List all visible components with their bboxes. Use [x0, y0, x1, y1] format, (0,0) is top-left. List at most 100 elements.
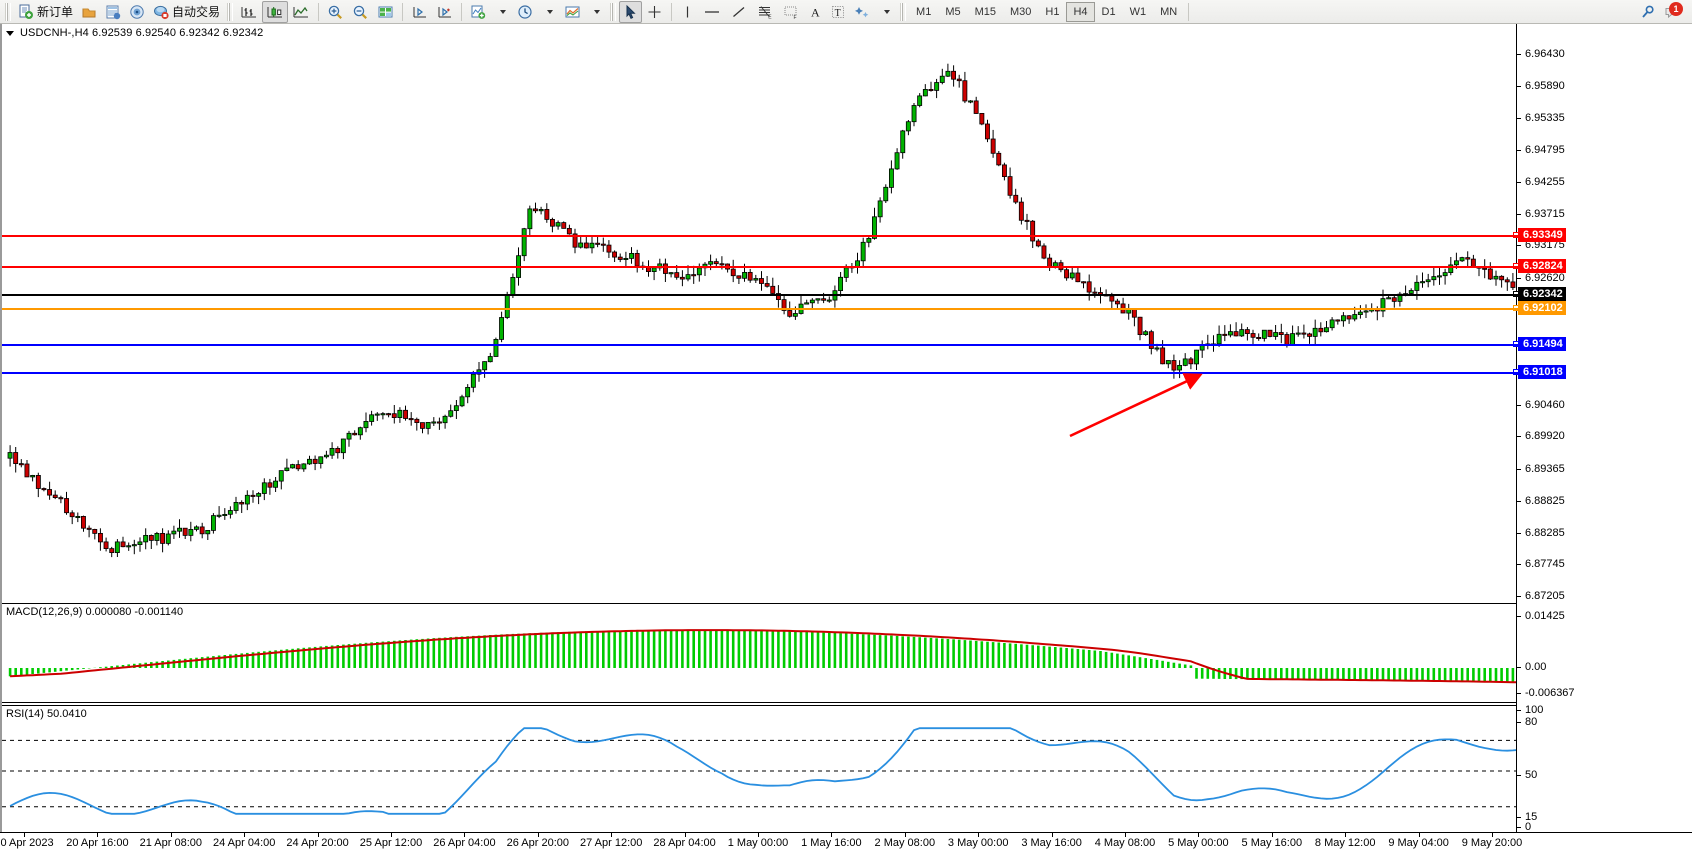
zoom-out-button[interactable]: [348, 1, 373, 23]
axis-tick: [1517, 817, 1521, 818]
time-tick: [904, 833, 906, 837]
price-tick-label: 6.89365: [1525, 463, 1565, 476]
axis-label: 0: [1525, 821, 1532, 833]
shift-end-icon: [438, 6, 452, 17]
line-chart-icon: [293, 6, 309, 17]
price-tag-current-price[interactable]: 6.92342: [1518, 287, 1566, 302]
market-watch-button[interactable]: [101, 1, 125, 23]
navigator-icon: [130, 4, 144, 19]
chart-window: USDCNH-,H4 6.92539 6.92540 6.92342 6.923…: [0, 24, 1692, 856]
chart-canvas[interactable]: USDCNH-,H4 6.92539 6.92540 6.92342 6.923…: [0, 24, 1518, 832]
timeframe-m15[interactable]: M15: [974, 5, 996, 18]
time-tick: [611, 833, 613, 837]
toolbar-grip-3[interactable]: [610, 2, 617, 21]
svg-text:E: E: [768, 14, 772, 19]
time-tick-label: 21 Apr 08:00: [139, 837, 202, 849]
time-tick-label: 8 May 12:00: [1314, 837, 1376, 849]
vertical-line-button[interactable]: [676, 1, 698, 23]
timeframe-m1[interactable]: M1: [916, 5, 932, 18]
timeframe-mn[interactable]: MN: [1160, 5, 1178, 18]
price-tick: [1517, 277, 1521, 279]
search-button[interactable]: [1636, 1, 1660, 23]
candlestick-chart-button[interactable]: [262, 0, 289, 23]
period-dropdown[interactable]: [538, 1, 560, 23]
timeframe-w1[interactable]: W1: [1129, 5, 1147, 18]
templates-button[interactable]: [560, 1, 585, 23]
toolbar-grip-4[interactable]: [900, 2, 907, 21]
navigator-button[interactable]: [125, 1, 149, 23]
profiles-icon: [82, 8, 96, 17]
timeframe-h4[interactable]: H4: [1066, 1, 1095, 22]
toolbar-grip-2[interactable]: [227, 2, 234, 21]
time-tick: [978, 833, 980, 837]
price-tag-pivot[interactable]: 6.92102: [1518, 301, 1566, 316]
time-tick: [831, 833, 833, 837]
chart-menu-icon[interactable]: [6, 30, 14, 36]
period-button[interactable]: [513, 1, 538, 23]
price-tick-label: 6.95890: [1525, 79, 1565, 92]
time-axis[interactable]: 20 Apr 2023 20 Apr 16:00 21 Apr 08:00 24 Ap…: [0, 832, 1692, 856]
bar-chart-button[interactable]: [236, 1, 262, 23]
shapes-button[interactable]: [850, 1, 875, 23]
symbol-header: USDCNH-,H4 6.92539 6.92540 6.92342 6.923…: [4, 26, 263, 40]
time-tick-label: 27 Apr 12:00: [579, 837, 643, 849]
notifications-button[interactable]: 1: [1660, 1, 1686, 23]
shift-end-button[interactable]: [432, 1, 457, 23]
auto-trading-button[interactable]: 自动交易: [149, 1, 224, 23]
profiles-button[interactable]: [77, 1, 101, 23]
price-tick-label: 6.95335: [1525, 112, 1565, 125]
price-pane[interactable]: [2, 24, 1518, 602]
indicators-button[interactable]: [466, 1, 491, 23]
svg-text:A: A: [811, 5, 820, 19]
price-tick: [1517, 54, 1521, 55]
shapes-icon: [855, 6, 869, 17]
axis-label: 80: [1525, 716, 1538, 728]
axis-label: 0.01425: [1525, 610, 1565, 622]
new-order-icon: [19, 4, 33, 19]
chevron-down-icon: [499, 9, 506, 14]
time-tick: [1051, 833, 1053, 837]
timeframe-group: M1 M5 M15 M30 H1 H4 D1 W1 MN: [909, 1, 1184, 22]
horizontal-line-button[interactable]: [698, 1, 726, 23]
price-tick-label: 6.90460: [1525, 398, 1565, 411]
up-arrow-annotation[interactable]: [1062, 364, 1222, 444]
time-tick: [170, 833, 172, 837]
zoom-in-button[interactable]: [323, 1, 348, 23]
candlestick-icon: [267, 6, 283, 17]
hline-icon: [705, 10, 720, 13]
new-order-button[interactable]: 新订单: [14, 1, 77, 23]
svg-text:F: F: [794, 14, 797, 19]
crosshair-button[interactable]: [642, 1, 667, 23]
price-tag-support-lower[interactable]: 6.91018: [1518, 364, 1566, 379]
time-tick: [758, 833, 759, 837]
trendline-button[interactable]: [726, 1, 752, 23]
toolbar-separator-3: [461, 2, 463, 21]
price-tag-resistance-upper[interactable]: 6.93349: [1518, 228, 1566, 243]
rsi-pane[interactable]: RSI(14) 50.0410: [2, 705, 1518, 832]
tile-windows-button[interactable]: [373, 1, 398, 23]
timeframe-h1[interactable]: H1: [1045, 5, 1060, 18]
text-icon: A: [811, 5, 820, 19]
cursor-button[interactable]: [619, 0, 643, 23]
text-button[interactable]: A: [804, 1, 826, 23]
timeframe-d1[interactable]: D1: [1101, 5, 1116, 18]
channel-button[interactable]: F: [778, 1, 804, 23]
time-tick: [1418, 833, 1420, 837]
timeframe-m5[interactable]: M5: [945, 5, 961, 18]
toolbar-grip-1[interactable]: [5, 2, 11, 21]
shift-start-button[interactable]: [407, 1, 432, 23]
price-axis[interactable]: 6.96430 6.95890 6.95335 6.94795 6.94255 6.937…: [1516, 24, 1692, 833]
templates-dropdown[interactable]: [585, 1, 607, 23]
timeframe-m30[interactable]: M30: [1010, 5, 1032, 18]
price-tag-resistance-lower[interactable]: 6.92824: [1518, 258, 1566, 273]
time-tick-label: 24 Apr 20:00: [286, 837, 349, 849]
fibonacci-button[interactable]: E: [752, 1, 778, 23]
macd-pane[interactable]: MACD(12,26,9) 0.000080 -0.001140: [2, 603, 1518, 703]
price-tag-support-upper[interactable]: 6.91494: [1518, 337, 1566, 351]
label-button[interactable]: T: [826, 1, 850, 23]
time-tick-label: 25 Apr 12:00: [359, 837, 423, 849]
indicators-dropdown[interactable]: [491, 1, 513, 23]
line-chart-button[interactable]: [288, 1, 314, 23]
vline-icon: [686, 6, 688, 17]
shapes-dropdown[interactable]: [875, 1, 897, 23]
